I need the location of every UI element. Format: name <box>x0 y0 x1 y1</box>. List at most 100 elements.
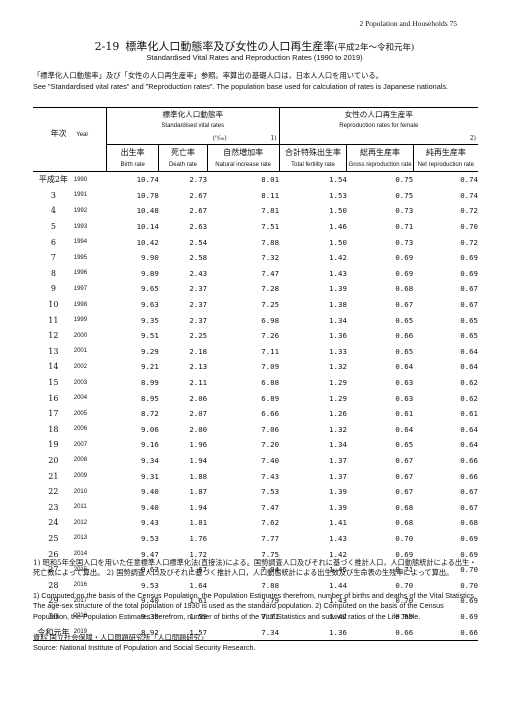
table-row: 16 2004 8.95 2.06 6.89 1.29 0.63 0.62 <box>33 390 478 406</box>
row-value: 1.43 <box>329 533 347 543</box>
row-value: 0.63 <box>395 393 414 403</box>
row-value: 7.20 <box>261 440 280 450</box>
row-value: 1.94 <box>189 455 208 465</box>
row-year: 1996 <box>73 270 88 277</box>
row-value: 0.67 <box>460 284 478 294</box>
row-era: 16 <box>48 393 59 403</box>
row-value: 2.37 <box>189 315 208 325</box>
row-value: 0.70 <box>460 580 478 590</box>
row-value: 1.44 <box>329 580 347 590</box>
year-header: 年次 Year <box>33 108 106 160</box>
row-era: 14 <box>48 362 59 372</box>
row-value: 8.11 <box>261 190 280 200</box>
row-era: 17 <box>48 409 59 419</box>
row-value: 0.72 <box>460 237 478 247</box>
row-value: 1.96 <box>189 440 208 450</box>
row-value: 7.71 <box>261 611 280 621</box>
row-value: 0.65 <box>460 315 478 325</box>
col-death-jp: 死亡率 <box>158 144 208 159</box>
row-value: 0.70 <box>460 222 478 232</box>
row-value: 10.42 <box>136 237 159 247</box>
col-grr-jp: 総再生産率 <box>346 144 414 159</box>
row-value: 9.40 <box>141 596 159 606</box>
row-value: 8.92 <box>141 627 159 637</box>
row-value: 1.42 <box>329 253 347 263</box>
row-value: 0.69 <box>395 253 414 263</box>
row-value: 1.32 <box>329 424 347 434</box>
row-value: 7.09 <box>261 362 280 372</box>
row-value: 9.16 <box>141 440 159 450</box>
row-value: 2.54 <box>189 237 208 247</box>
row-value: 1.72 <box>189 549 208 559</box>
row-value: 0.74 <box>460 175 478 185</box>
row-value: 1.67 <box>189 565 208 575</box>
row-value: 7.81 <box>261 206 280 216</box>
table-row: 9 1997 9.65 2.37 7.28 1.39 0.68 0.67 <box>33 281 478 297</box>
row-value: 2.73 <box>189 175 208 185</box>
row-year: 2011 <box>73 504 87 511</box>
row-value: 0.69 <box>395 549 414 559</box>
row-value: 1.34 <box>329 440 347 450</box>
row-value: 0.73 <box>395 237 414 247</box>
row-era: 26 <box>48 549 59 559</box>
row-era: 23 <box>48 502 59 512</box>
row-year: 1998 <box>73 301 88 308</box>
row-value: 9.89 <box>141 268 159 278</box>
row-value: 1.53 <box>329 190 347 200</box>
row-value: 1.33 <box>329 346 347 356</box>
table-row: 23 2011 9.40 1.94 7.47 1.39 0.68 0.67 <box>33 499 478 515</box>
row-value: 6.98 <box>261 315 280 325</box>
row-year: 1990 <box>73 176 88 183</box>
row-year: 1992 <box>73 207 88 214</box>
title-period: (平成2年～令和元年) <box>334 43 415 53</box>
col-natural-jp: 自然増加率 <box>206 144 280 159</box>
table-row: 3 1991 10.78 2.67 8.11 1.53 0.75 0.74 <box>33 188 478 204</box>
row-value: 0.66 <box>460 627 478 637</box>
row-value: 9.29 <box>141 346 159 356</box>
row-value: 9.43 <box>141 518 159 528</box>
row-value: 8.01 <box>261 175 280 185</box>
row-year: 2018 <box>73 613 88 620</box>
col-nrr-en: Net reproduction rate <box>412 159 478 172</box>
row-year: 2007 <box>73 441 88 448</box>
table-row: 10 1998 9.63 2.37 7.25 1.38 0.67 0.67 <box>33 297 478 313</box>
table-row: 13 2001 9.29 2.18 7.11 1.33 0.65 0.64 <box>33 344 478 360</box>
row-year: 2015 <box>73 566 88 573</box>
row-value: 1.43 <box>329 596 347 606</box>
col-tfr-jp: 合計特殊出生率 <box>278 144 347 159</box>
row-value: 1.26 <box>329 409 347 419</box>
row-value: 1.42 <box>329 549 347 559</box>
row-era: 18 <box>48 424 59 434</box>
footnote-jp: 1) 昭和5年全国人口を用いた任意標準人口標準化法(直接法)による。国勢調査人口… <box>33 558 477 578</box>
row-era: 9 <box>50 284 56 294</box>
row-value: 1.39 <box>329 284 347 294</box>
row-value: 0.64 <box>460 440 478 450</box>
table-row: 30 2018 9.30 1.59 7.71 1.42 0.69 0.69 <box>33 609 478 625</box>
table-row: 21 2009 9.31 1.88 7.43 1.37 0.67 0.66 <box>33 468 478 484</box>
row-value: 0.71 <box>395 222 414 232</box>
row-era: 30 <box>48 611 59 621</box>
table-row: 14 2002 9.21 2.13 7.09 1.32 0.64 0.64 <box>33 359 478 375</box>
group1-unit-row: (⁰/₀₀) 1) <box>105 132 280 145</box>
row-value: 0.69 <box>395 611 414 621</box>
row-value: 7.11 <box>261 346 280 356</box>
row-value: 1.59 <box>189 611 208 621</box>
row-year: 2016 <box>73 582 88 589</box>
source-jp: 資料 国立社会保障・人口問題研究所「人口問題研究」 <box>33 633 208 642</box>
row-year: 1997 <box>73 285 88 292</box>
table-title: 2-19 標準化人口動態率及び女性の人口再生産率(平成2年～令和元年) <box>0 38 509 54</box>
row-year: 2005 <box>73 410 88 417</box>
row-value: 2.00 <box>189 424 208 434</box>
row-value: 1.29 <box>329 393 347 403</box>
group1-header-en: Standardised vital rates <box>105 120 280 132</box>
row-value: 1.64 <box>189 580 208 590</box>
row-value: 0.73 <box>395 206 414 216</box>
col-natural-en: Natural increase rate <box>206 159 280 172</box>
row-value: 1.41 <box>329 518 347 528</box>
row-value: 0.66 <box>395 627 414 637</box>
row-year: 2003 <box>73 379 88 386</box>
col-tfr-en: Total fertility rate <box>278 159 347 172</box>
row-era: 12 <box>48 331 59 341</box>
row-year: 2014 <box>73 551 88 558</box>
row-value: 9.53 <box>141 533 159 543</box>
